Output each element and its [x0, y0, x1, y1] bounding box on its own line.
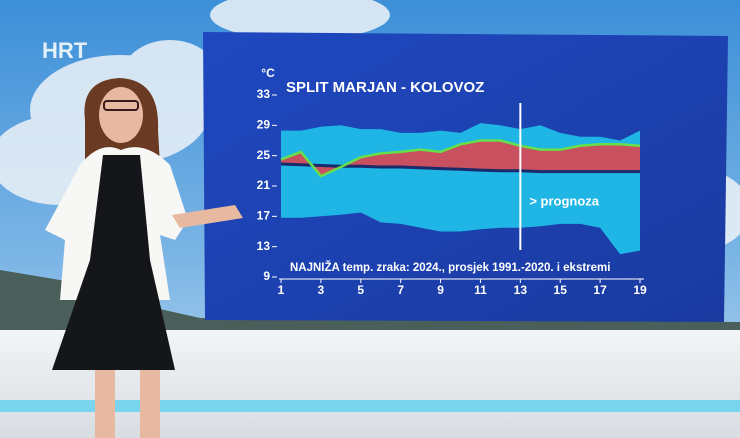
y-tick-label: 17 — [257, 209, 271, 223]
chart-title: SPLIT MARJAN - KOLOVOZ — [286, 79, 484, 96]
x-tick-label: 15 — [554, 283, 568, 297]
x-tick-label: 19 — [633, 283, 647, 297]
anomaly-band — [281, 140, 640, 177]
x-tick-label: 1 — [278, 283, 285, 297]
x-tick-label: 17 — [593, 283, 607, 297]
forecast-label: > prognoza — [529, 193, 599, 208]
x-tick-label: 9 — [437, 283, 444, 297]
y-tick-label: 29 — [257, 118, 271, 132]
x-tick-label: 3 — [318, 283, 325, 297]
y-tick-label: 33 — [257, 87, 271, 101]
x-tick-label: 5 — [357, 283, 364, 297]
y-tick-label: 21 — [257, 178, 271, 192]
y-unit: °C — [261, 66, 275, 80]
y-tick-label: 25 — [257, 148, 271, 162]
x-tick-label: 11 — [474, 283, 487, 297]
channel-logo: HRT — [42, 38, 88, 63]
x-tick-label: 13 — [514, 283, 528, 297]
year-2024-line — [280, 139, 641, 178]
chart-subtitle: NAJNIŽA temp. zraka: 2024., prosjek 1991… — [290, 261, 610, 274]
y-tick-label: 9 — [263, 269, 270, 283]
presenter — [45, 78, 243, 438]
x-tick-label: 7 — [397, 283, 404, 297]
y-tick-label: 13 — [257, 239, 271, 253]
floor-light — [0, 400, 740, 412]
